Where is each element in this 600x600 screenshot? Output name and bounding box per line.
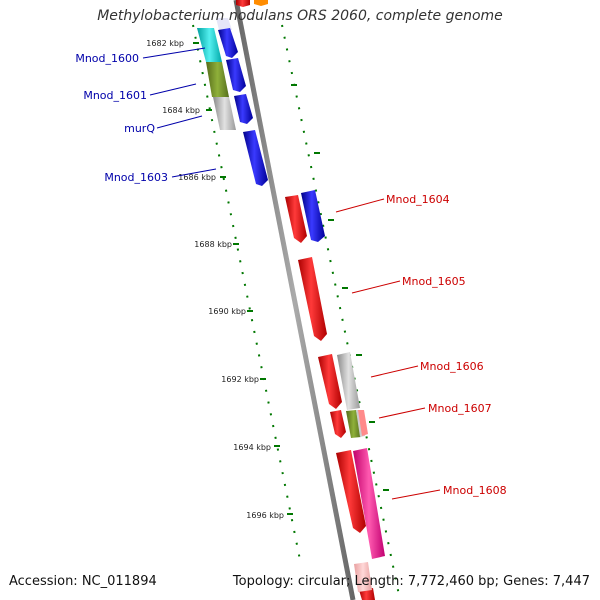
ruler-label: 1684 kbp xyxy=(162,106,200,115)
gene-feature-red xyxy=(285,195,307,243)
gene-label-mnod-1608: Mnod_1608 xyxy=(443,484,507,497)
ruler-label: 1696 kbp xyxy=(246,511,284,520)
top-partial-features xyxy=(236,0,268,7)
ruler-label: 1686 kbp xyxy=(178,173,216,182)
gene-label-mnod-1601: Mnod_1601 xyxy=(83,89,147,102)
gene-label-murq: murQ xyxy=(124,122,155,135)
major-ticks-left xyxy=(193,42,293,515)
gene-feature-blue xyxy=(218,28,238,58)
gene-feature-cyan xyxy=(197,28,222,62)
ruler-label: 1682 kbp xyxy=(146,39,184,48)
features-forward xyxy=(218,28,325,242)
gene-label-mnod-1603: Mnod_1603 xyxy=(104,171,168,184)
gene-feature-red xyxy=(236,0,250,7)
gene-label-mnod-1607: Mnod_1607 xyxy=(428,402,492,415)
ruler-label: 1692 kbp xyxy=(221,375,259,384)
gene-label-mnod-1605: Mnod_1605 xyxy=(402,275,466,288)
tick-track-right xyxy=(281,24,401,600)
major-ticks-right xyxy=(291,84,389,491)
gene-feature-olive xyxy=(206,62,229,97)
gene-feature-pink xyxy=(353,448,385,559)
genome-backbone xyxy=(233,0,356,600)
features-left-strip xyxy=(197,18,236,130)
topology-text: Topology: circular; Length: 7,772,460 bp… xyxy=(232,574,590,589)
accession-text: Accession: NC_011894 xyxy=(9,574,157,589)
gene-feature-blue xyxy=(226,58,246,92)
ruler-label: 1688 kbp xyxy=(194,240,232,249)
gene-feature-red xyxy=(336,450,366,533)
gene-feature-grey xyxy=(337,352,360,410)
map-title: Methylobacterium nodulans ORS 2060, comp… xyxy=(97,8,503,24)
gene-label-mnod-1604: Mnod_1604 xyxy=(386,193,450,206)
label-connectors-right xyxy=(335,198,441,500)
gene-labels-right: Mnod_1604 Mnod_1605 Mnod_1606 Mnod_1607 … xyxy=(386,193,507,497)
gene-feature-white xyxy=(216,18,232,30)
features-other-right xyxy=(337,352,385,592)
ruler-labels: 1682 kbp 1684 kbp 1686 kbp 1688 kbp 1690… xyxy=(146,39,284,520)
gene-feature-blue xyxy=(301,190,325,242)
ruler-label: 1690 kbp xyxy=(208,307,246,316)
gene-label-mnod-1600: Mnod_1600 xyxy=(75,52,139,65)
gene-feature-orange xyxy=(254,0,268,6)
gene-feature-lightpink xyxy=(354,562,372,592)
gene-feature-red xyxy=(330,410,346,438)
gene-feature-blue xyxy=(243,130,268,186)
gene-label-mnod-1606: Mnod_1606 xyxy=(420,360,484,373)
gene-feature-grey xyxy=(213,97,236,130)
label-connectors-left xyxy=(142,47,217,178)
gene-feature-lightred xyxy=(358,410,368,436)
ruler-label: 1694 kbp xyxy=(233,443,271,452)
features-reverse xyxy=(285,195,375,600)
gene-feature-blue xyxy=(234,94,253,124)
gene-labels-left: Mnod_1600 Mnod_1601 murQ Mnod_1603 xyxy=(75,52,168,184)
gene-feature-red xyxy=(318,354,342,409)
gene-feature-red xyxy=(298,257,327,341)
